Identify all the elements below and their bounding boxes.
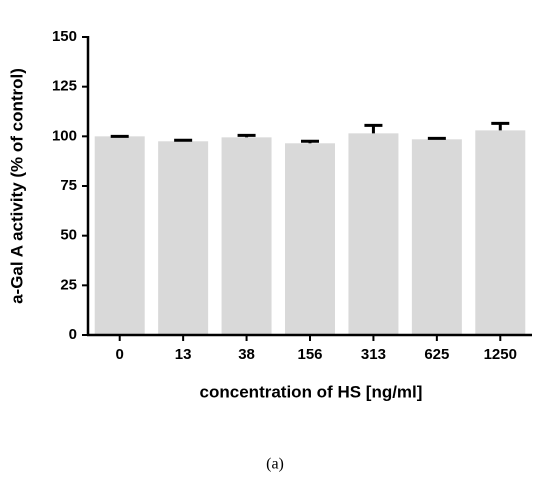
bar [475,130,526,335]
y-tick-label: 150 [52,28,77,45]
error-bar [491,121,510,131]
y-axis-title: a-Gal A activity (% of control) [7,68,26,304]
y-tick-label: 25 [60,276,77,293]
x-tick-label: 38 [238,346,255,363]
y-tick-label: 125 [52,78,77,95]
bar [285,143,335,335]
bar [158,141,209,335]
bar [411,139,462,335]
error-bar [301,139,319,144]
x-tick-label: 0 [116,346,124,363]
error-bar [364,123,383,134]
error-bar [237,133,256,138]
x-axis-title: concentration of HS [ng/ml] [200,382,423,401]
bar [221,137,272,335]
y-tick-label: 75 [60,177,77,194]
x-tick-label: 313 [361,346,386,363]
error-bar [427,136,446,140]
error-bar [174,138,193,142]
bar [94,136,145,335]
y-tick-label: 50 [60,227,77,244]
y-tick-label: 0 [69,326,77,343]
y-tick-label: 100 [52,127,77,144]
x-tick-label: 156 [297,346,322,363]
x-tick-label: 1250 [484,346,517,363]
x-tick-label: 13 [175,346,192,363]
bar [348,133,399,335]
caption: (a) [266,456,284,473]
x-tick-label: 625 [424,346,449,363]
